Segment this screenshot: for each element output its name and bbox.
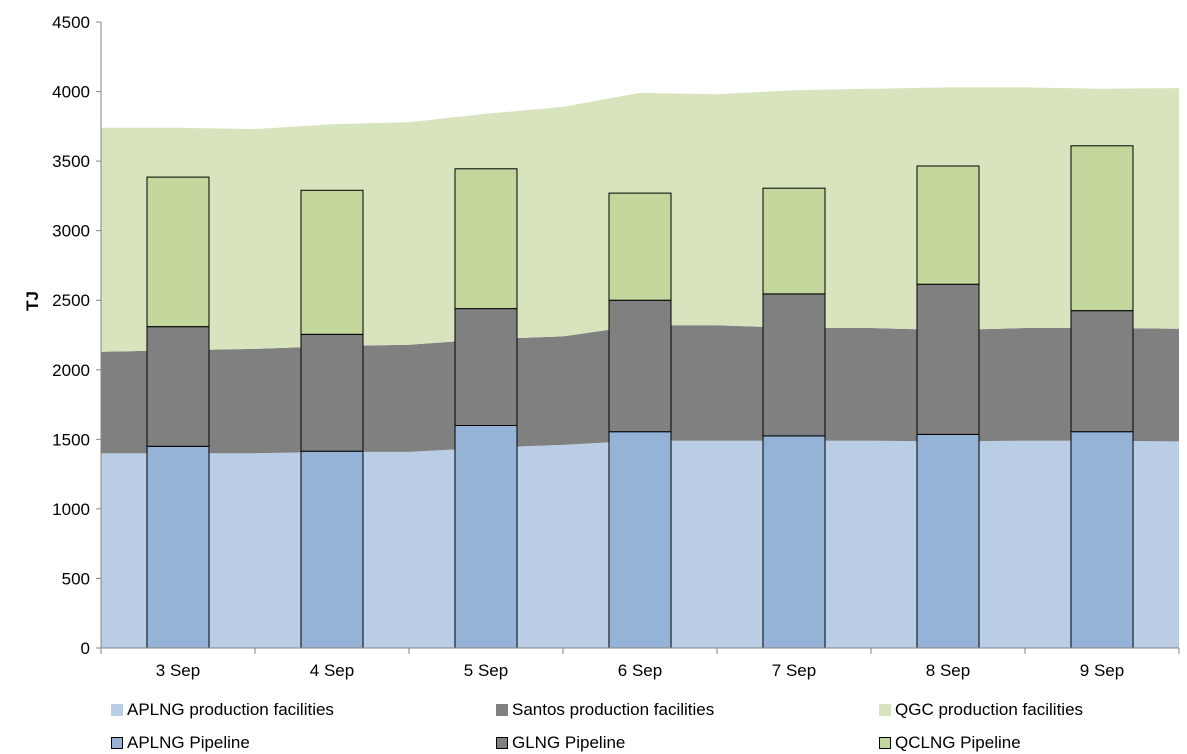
- legend-label: QCLNG Pipeline: [895, 733, 1021, 752]
- x-tick-label: 8 Sep: [926, 661, 970, 680]
- bar-segment-3-7: [1070, 145, 1134, 312]
- bar-segment-3-1: [146, 176, 210, 328]
- y-tick-label: 1500: [52, 430, 90, 449]
- y-tick-label: 500: [62, 569, 90, 588]
- legend-item-santos-production: Santos production facilities: [496, 700, 714, 720]
- area-layers: [101, 87, 1179, 648]
- bar-segment-2-1: [146, 326, 210, 447]
- bar-segment-3-5: [762, 187, 826, 295]
- y-tick-label: 0: [81, 639, 90, 658]
- y-tick-label: 3500: [52, 152, 90, 171]
- bar-segment-1-2: [300, 450, 364, 649]
- bar-segment-1-3: [454, 424, 518, 649]
- legend-swatch: [879, 704, 891, 716]
- bar-segment-1-4: [608, 431, 672, 649]
- legend: APLNG production facilities Santos produ…: [0, 700, 1187, 754]
- legend-swatch: [496, 737, 508, 749]
- bar-segment-2-4: [608, 299, 672, 433]
- x-tick-label: 5 Sep: [464, 661, 508, 680]
- bar-segment-1-6: [916, 434, 980, 649]
- legend-swatch: [496, 704, 508, 716]
- y-tick-label: 3000: [52, 222, 90, 241]
- legend-item-glng-pipeline: GLNG Pipeline: [496, 733, 625, 753]
- bar-segment-2-3: [454, 308, 518, 427]
- bar-segment-3-6: [916, 165, 980, 285]
- x-tick-label: 3 Sep: [156, 661, 200, 680]
- legend-item-aplng-production: APLNG production facilities: [111, 700, 334, 720]
- bar-columns: [146, 145, 1134, 649]
- stacked-chart: 0 500 1000 1500 2000 2500 3000 3500 4000 4500 3 S…: [23, 13, 1180, 680]
- y-tick-label: 4500: [52, 13, 90, 32]
- bar-segment-1-5: [762, 435, 826, 649]
- bar-segment-1-1: [146, 445, 210, 649]
- bar-segment-1-7: [1070, 431, 1134, 649]
- bar-segment-2-6: [916, 283, 980, 435]
- bar-segment-2-2: [300, 333, 364, 452]
- x-tick-label: 7 Sep: [772, 661, 816, 680]
- y-axis-label: TJ: [23, 291, 42, 311]
- legend-label: QGC production facilities: [895, 700, 1084, 719]
- y-ticks: 0 500 1000 1500 2000 2500 3000 3500 4000 4500: [52, 13, 101, 658]
- bar-segment-2-7: [1070, 310, 1134, 433]
- bar-segment-3-2: [300, 189, 364, 335]
- legend-swatch: [111, 704, 123, 716]
- legend-item-qgc-production: QGC production facilities: [879, 700, 1083, 720]
- bar-segment-3-4: [608, 192, 672, 301]
- legend-label: APLNG Pipeline: [127, 733, 250, 752]
- x-tick-label: 6 Sep: [618, 661, 662, 680]
- axes: [100, 22, 1179, 649]
- x-ticks: 3 Sep 4 Sep 5 Sep 6 Sep 7 Sep 8 Sep 9 Sep: [100, 648, 1180, 680]
- y-tick-label: 2000: [52, 361, 90, 380]
- legend-item-qclng-pipeline: QCLNG Pipeline: [879, 733, 1021, 753]
- x-tick-label: 9 Sep: [1080, 661, 1124, 680]
- legend-label: Santos production facilities: [512, 700, 715, 719]
- x-tick-label: 4 Sep: [310, 661, 354, 680]
- bar-segment-3-3: [454, 168, 518, 310]
- legend-swatch: [111, 737, 123, 749]
- bar-segment-2-5: [762, 293, 826, 437]
- y-tick-label: 4000: [52, 83, 90, 102]
- y-tick-label: 2500: [52, 291, 90, 310]
- legend-label: GLNG Pipeline: [512, 733, 626, 752]
- y-tick-label: 1000: [52, 500, 90, 519]
- legend-label: APLNG production facilities: [127, 700, 334, 719]
- legend-item-aplng-pipeline: APLNG Pipeline: [111, 733, 250, 753]
- legend-swatch: [879, 737, 891, 749]
